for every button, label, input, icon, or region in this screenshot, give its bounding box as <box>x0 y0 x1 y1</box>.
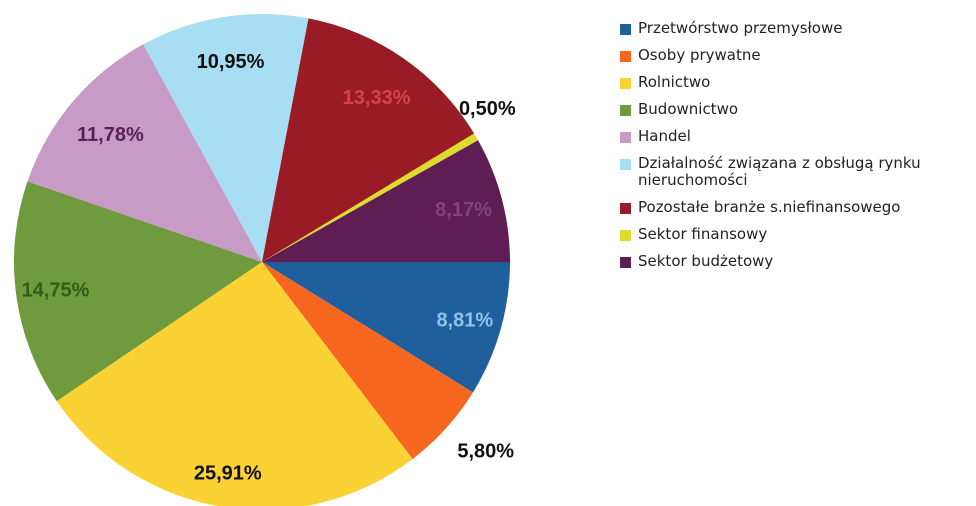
legend-swatch-2 <box>620 78 631 89</box>
legend-swatch-6 <box>620 203 631 214</box>
pie-slice-label-8: 8,17% <box>435 199 492 221</box>
legend-swatch-1 <box>620 51 631 62</box>
legend-item-0: Przetwórstwo przemysłowe <box>620 20 970 37</box>
legend-label-8: Sektor budżetowy <box>638 252 774 270</box>
pie-slice-1 <box>262 262 473 459</box>
pie-slice-label-0: 8,81% <box>436 310 493 332</box>
pie-slice-label-2: 25,91% <box>194 463 262 485</box>
pie-slice-label-7: 0,50% <box>459 98 516 120</box>
pie-chart-canvas: 8,81% 5,80% 25,91% 14,75% 11,78% 10,95% 13,33%… <box>13 13 516 506</box>
legend-item-7: Sektor finansowy <box>620 226 970 243</box>
legend-item-5: Działalność związana z obsługą rynku nie… <box>620 155 970 189</box>
legend-item-4: Handel <box>620 128 970 145</box>
pie-labels: 8,81% 5,80% 25,91% 14,75% 11,78% 10,95% 13,33%… <box>22 51 516 484</box>
pie-slice-0 <box>262 262 510 393</box>
legend-label-7: Sektor finansowy <box>638 225 768 243</box>
legend-label-1: Osoby prywatne <box>638 46 761 64</box>
pie-slice-4 <box>27 44 262 262</box>
pie-slice-5 <box>143 13 309 262</box>
pie-slice-label-1: 5,80% <box>457 441 514 463</box>
pie-slice-8 <box>262 140 510 262</box>
legend-item-8: Sektor budżetowy <box>620 253 970 270</box>
pie-slice-7 <box>262 133 479 262</box>
legend-item-1: Osoby prywatne <box>620 47 970 64</box>
chart-legend: Przetwórstwo przemysłowe Osoby prywatne Ro… <box>620 20 970 280</box>
legend-label-4: Handel <box>638 127 691 145</box>
legend-swatch-8 <box>620 257 631 268</box>
pie-slice-label-5: 10,95% <box>197 51 265 73</box>
legend-swatch-5 <box>620 159 631 170</box>
legend-label-6: Pozostałe branże s.niefinansowego <box>638 198 901 216</box>
pie-slice-label-4: 11,78% <box>77 124 144 146</box>
legend-label-0: Przetwórstwo przemysłowe <box>638 19 843 37</box>
legend-label-5: Działalność związana z obsługą rynku nie… <box>638 154 921 189</box>
pie-slices <box>13 13 510 506</box>
legend-swatch-0 <box>620 24 631 35</box>
legend-swatch-7 <box>620 230 631 241</box>
legend-label-3: Budownictwo <box>638 100 739 118</box>
legend-item-3: Budownictwo <box>620 101 970 118</box>
pie-slice-3 <box>13 181 263 402</box>
pie-slice-6 <box>262 18 475 262</box>
legend-swatch-4 <box>620 132 631 143</box>
legend-label-2: Rolnictwo <box>638 73 711 91</box>
legend-swatch-3 <box>620 105 631 116</box>
pie-slice-2 <box>56 262 413 506</box>
legend-item-6: Pozostałe branże s.niefinansowego <box>620 199 970 216</box>
pie-slice-label-3: 14,75% <box>22 280 90 302</box>
legend-item-2: Rolnictwo <box>620 74 970 91</box>
pie-slice-label-6: 13,33% <box>343 87 411 109</box>
